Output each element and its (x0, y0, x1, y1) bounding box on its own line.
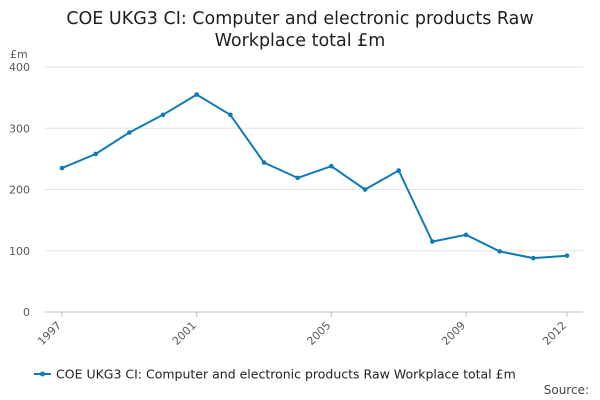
gridlines (45, 66, 583, 313)
y-tick-label: 100 (9, 245, 30, 258)
source-label: Source: (544, 383, 589, 397)
x-tick-label: 2005 (304, 319, 333, 348)
data-point[interactable] (261, 160, 267, 165)
y-axis-ticks: 0 100 200 300 400 (9, 61, 30, 319)
chart-title-line-2: Workplace total £m (215, 31, 386, 51)
x-tick-label: 2012 (540, 319, 569, 348)
data-point[interactable] (497, 249, 502, 254)
legend-swatch-marker (40, 371, 45, 377)
x-axis-ticks: 1997 2001 2005 2009 2012 (35, 312, 569, 348)
x-tick-label: 2009 (439, 319, 468, 348)
data-point[interactable] (194, 92, 199, 97)
x-tick-label: 2001 (170, 319, 199, 348)
y-tick-label: 200 (9, 184, 30, 197)
y-tick-label: 400 (9, 61, 30, 74)
data-point[interactable] (228, 112, 233, 118)
legend-series-label: COE UKG3 CI: Computer and electronic pro… (56, 367, 516, 382)
data-point[interactable] (362, 187, 368, 192)
chart-title-line-1: COE UKG3 CI: Computer and electronic pro… (66, 9, 533, 29)
data-point[interactable] (93, 151, 98, 157)
data-point[interactable] (396, 168, 401, 173)
x-tick-label: 1997 (35, 319, 64, 348)
data-point[interactable] (531, 255, 536, 261)
y-tick-label: 300 (9, 122, 30, 135)
data-point[interactable] (564, 253, 570, 258)
data-point[interactable] (160, 112, 166, 118)
y-axis-unit-label: £m (10, 48, 28, 61)
data-point[interactable] (430, 239, 435, 244)
y-tick-label: 0 (23, 306, 30, 319)
data-point[interactable] (295, 175, 300, 181)
legend[interactable]: COE UKG3 CI: Computer and electronic pro… (34, 367, 516, 382)
data-point[interactable] (59, 165, 65, 171)
data-point[interactable] (127, 130, 132, 135)
series-layer (59, 92, 570, 261)
data-point[interactable] (463, 232, 469, 238)
data-point[interactable] (329, 163, 334, 169)
series-line (61, 93, 568, 260)
